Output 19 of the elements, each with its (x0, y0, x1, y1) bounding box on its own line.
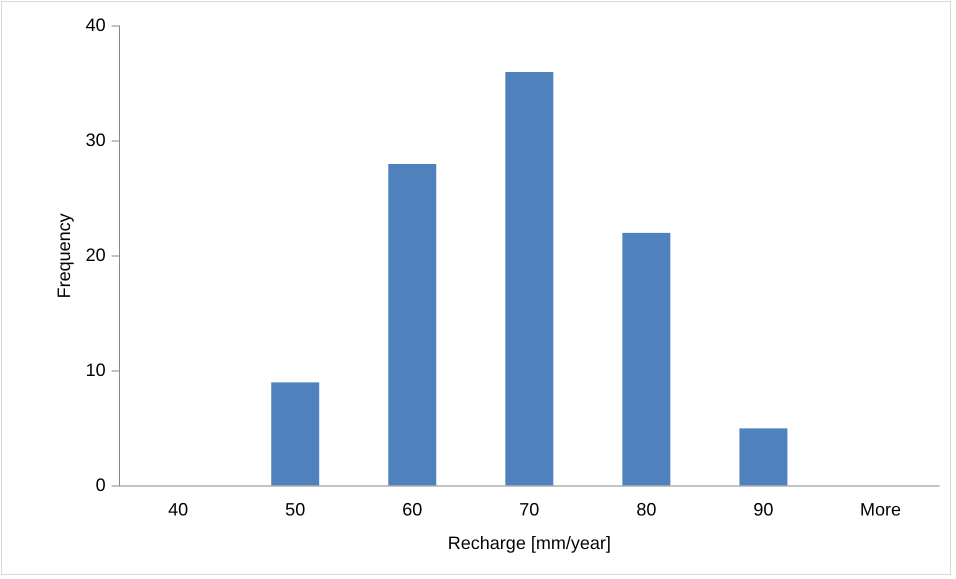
x-tick-label: More (860, 500, 901, 520)
x-tick-label: 40 (168, 500, 188, 520)
y-tick-label: 0 (96, 474, 106, 495)
y-tick-label: 30 (86, 130, 106, 150)
x-tick-label: 80 (636, 500, 656, 520)
bar (739, 428, 788, 486)
bar (505, 72, 554, 486)
bar (622, 232, 670, 486)
y-tick-label: 10 (86, 360, 106, 380)
y-tick-label: 40 (86, 14, 106, 35)
bar (388, 164, 436, 486)
x-tick-label: 60 (402, 500, 422, 520)
x-tick-label: 50 (285, 500, 306, 520)
x-tick-label: 90 (753, 500, 774, 520)
bar (271, 382, 320, 486)
x-axis-title: Recharge [mm/year] (448, 533, 611, 554)
y-axis-title: Frequency (54, 213, 74, 298)
x-tick-label: 70 (519, 500, 540, 520)
y-tick-label: 20 (86, 244, 106, 265)
